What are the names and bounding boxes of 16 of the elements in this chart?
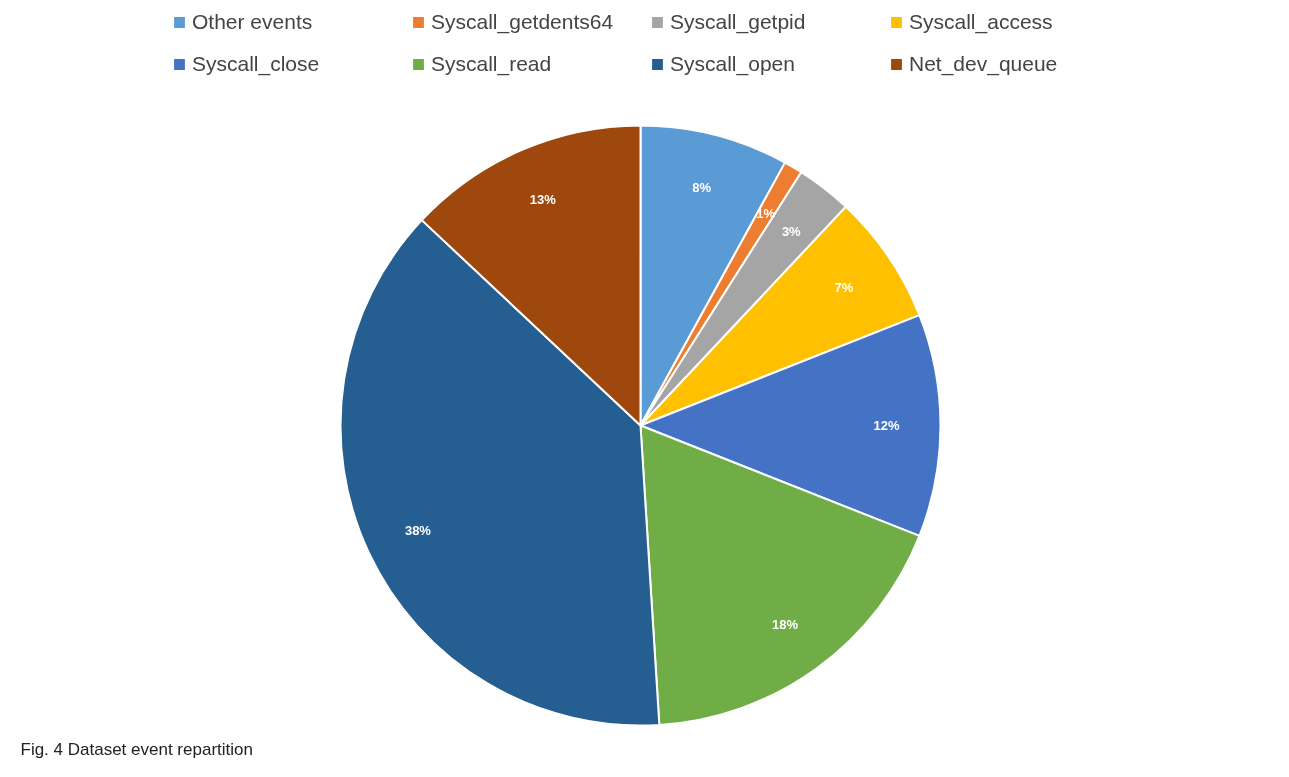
data-label: 18% <box>772 617 799 633</box>
legend-label: Syscall_access <box>909 10 1054 34</box>
legend-label: Net_dev_queue <box>909 52 1059 76</box>
data-label: 13% <box>529 192 557 208</box>
data-label: 7% <box>834 279 854 295</box>
data-label: 3% <box>781 223 802 239</box>
data-label: 38% <box>404 522 432 538</box>
legend-label: Syscall_getdents64 <box>431 10 615 34</box>
legend-label: Other events <box>192 10 314 34</box>
legend-label: Syscall_open <box>670 52 796 76</box>
caption: Fig. 4 Dataset event repartition <box>20 739 253 759</box>
legend-label: Syscall_getpid <box>670 10 807 34</box>
legend-label: Syscall_read <box>431 52 553 76</box>
legend-label: Syscall_close <box>192 52 321 76</box>
data-label: 8% <box>692 179 712 195</box>
data-label: 12% <box>873 418 900 433</box>
